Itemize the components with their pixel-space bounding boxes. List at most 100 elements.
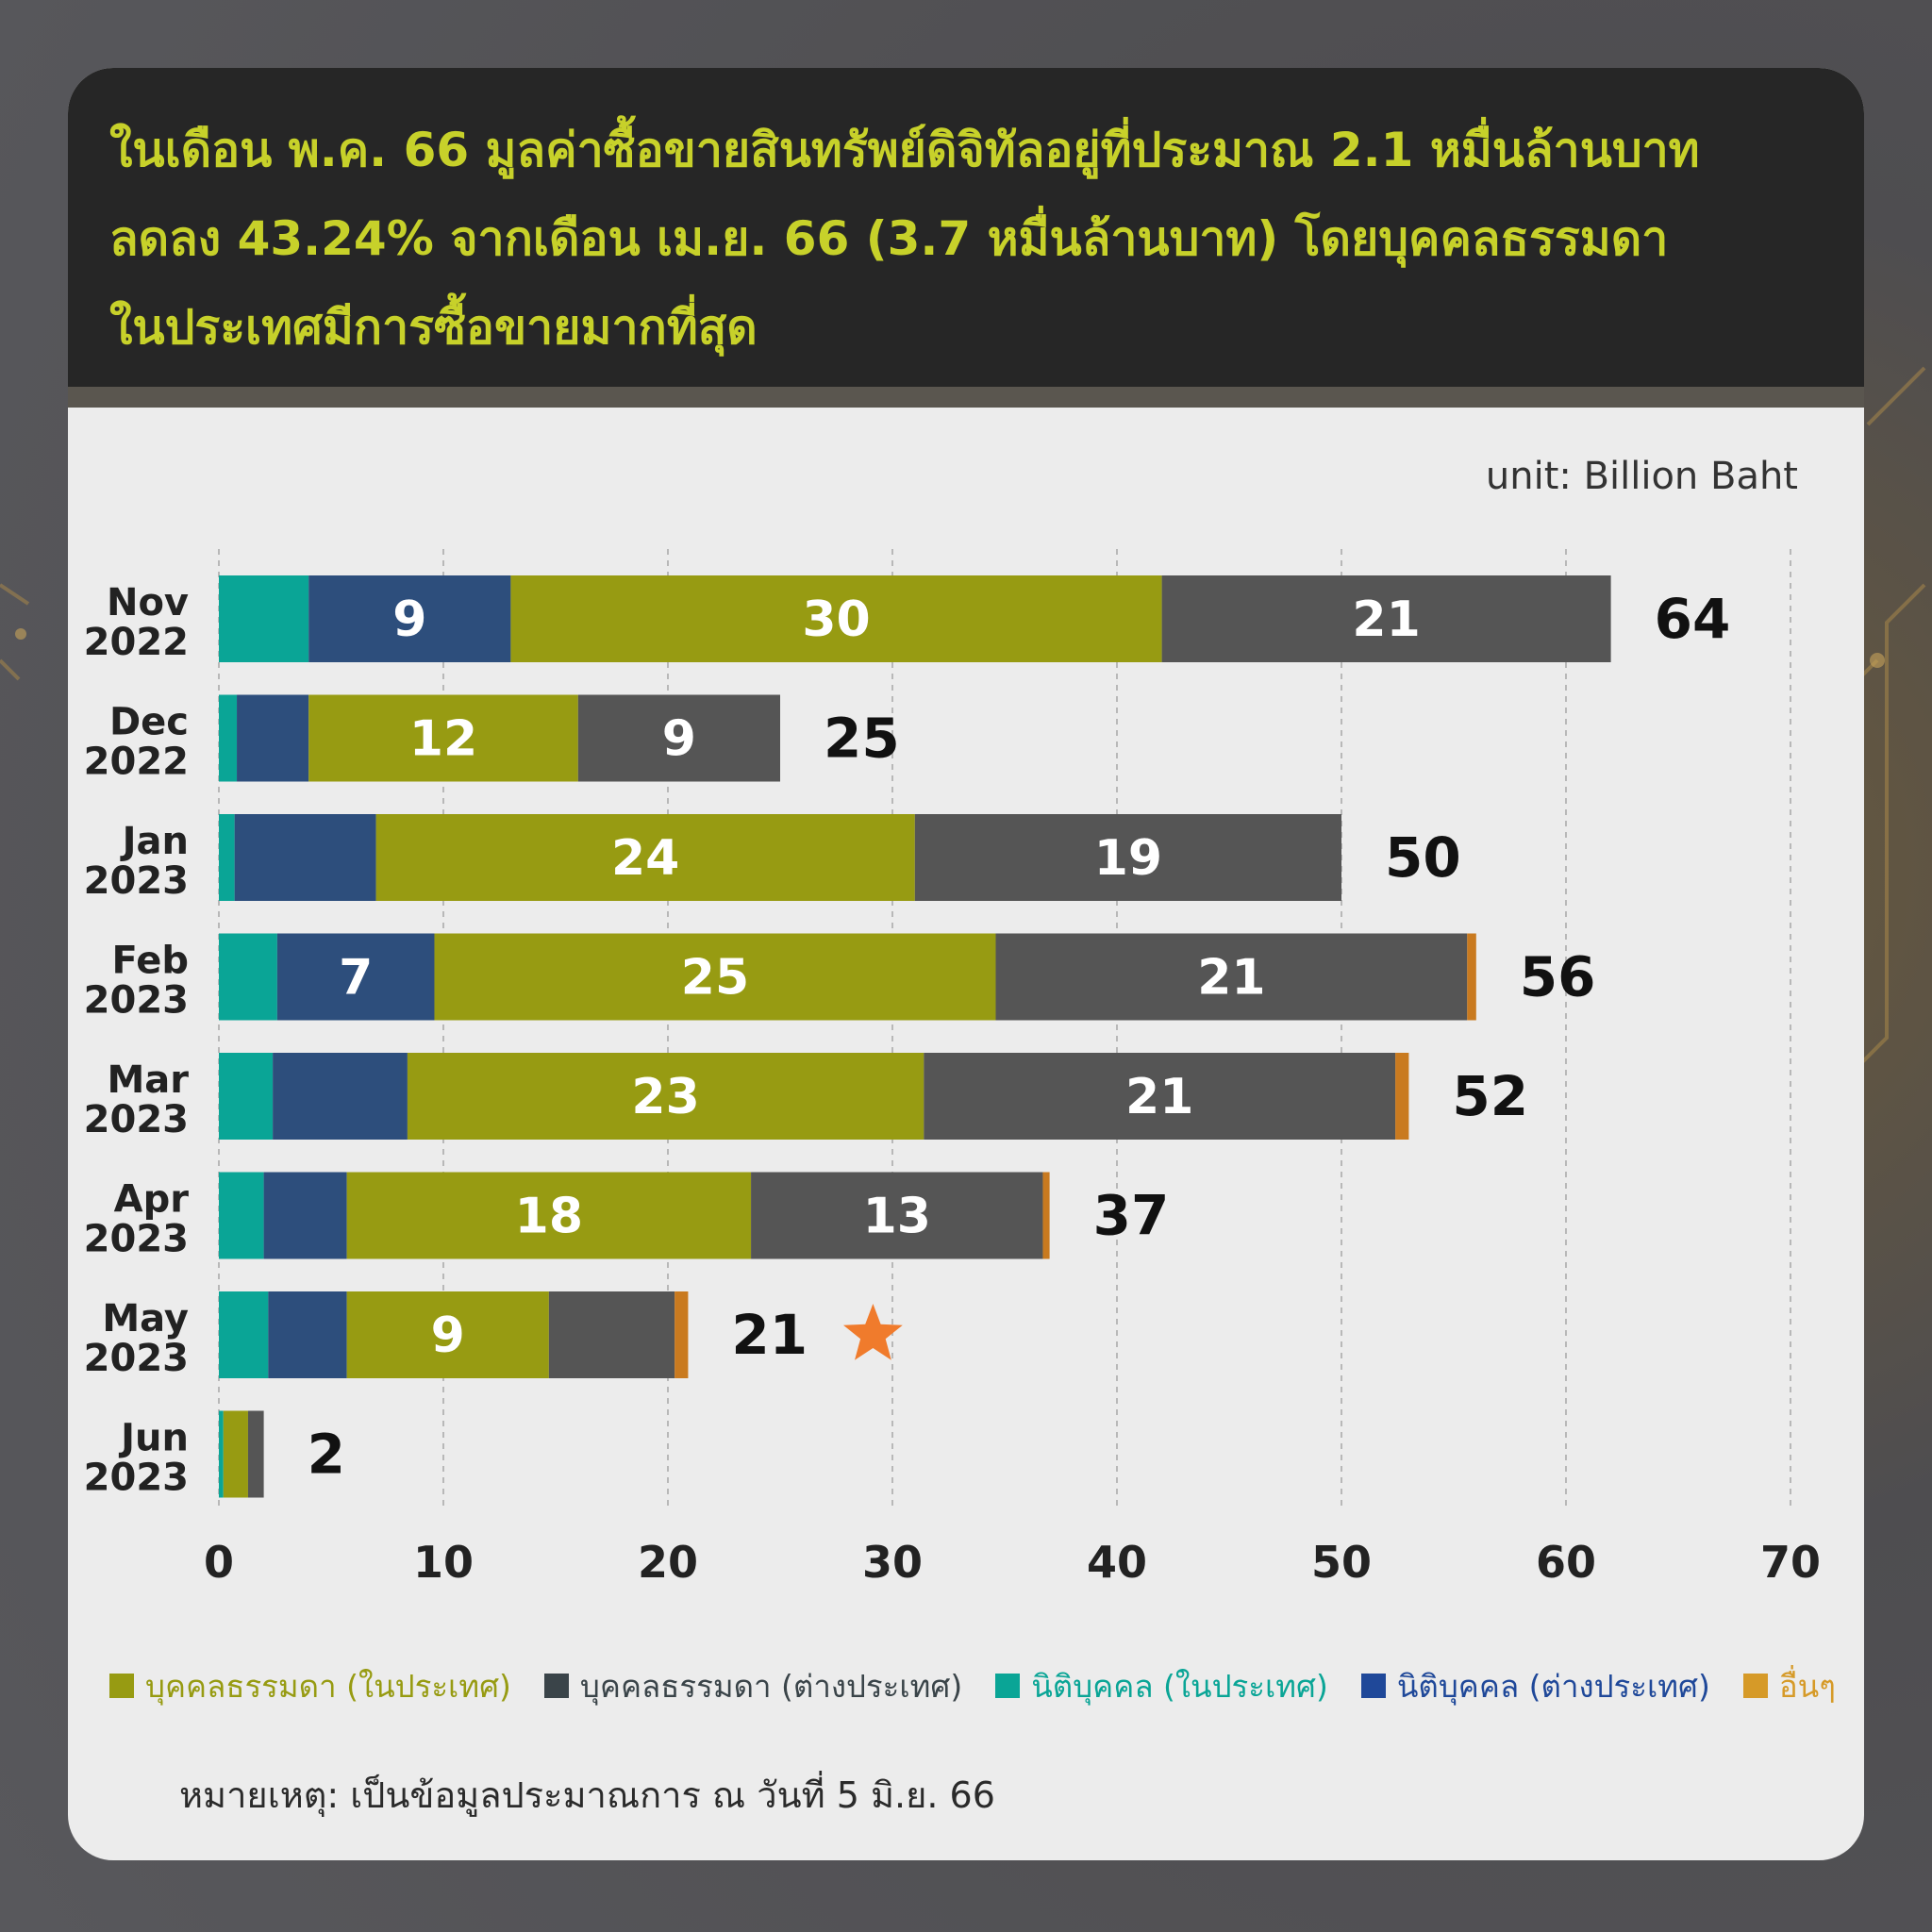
star-icon (843, 1304, 903, 1360)
legend-label: นิติบุคคล (ต่างประเทศ) (1396, 1667, 1710, 1705)
bar-segment-individual_domestic (308, 694, 578, 782)
bar-segment-juristic_foreign (276, 933, 435, 1021)
category-label-year: 2023 (84, 979, 189, 1023)
unit-label: unit: Billion Baht (1485, 455, 1798, 498)
bar-segment-juristic_domestic (219, 1410, 224, 1498)
bar-segment-others (1042, 1172, 1050, 1259)
category-label-month: May (102, 1297, 189, 1341)
total-value-label: 2 (308, 1423, 345, 1487)
x-tick-label: 0 (204, 1537, 234, 1588)
legend-item: บุคคลธรรมดา (ต่างประเทศ) (543, 1661, 963, 1711)
bar-segment-juristic_domestic (219, 694, 238, 782)
bar-segment-individual_foreign (914, 814, 1341, 901)
bar-segment-juristic_foreign (308, 575, 511, 662)
category-label-month: Nov (107, 581, 189, 625)
legend-swatch (109, 1674, 134, 1698)
total-value-label: 25 (824, 707, 900, 771)
bar-segment-juristic_domestic (219, 575, 309, 662)
bar-segment-juristic_domestic (219, 1172, 264, 1259)
segment-value-label: 12 (409, 711, 477, 768)
footnote: หมายเหตุ: เป็นข้อมูลประมาณการ ณ วันที่ 5… (179, 1774, 995, 1816)
bar-segment-juristic_domestic (219, 933, 277, 1021)
legend-item: นิติบุคคล (ต่างประเทศ) (1360, 1661, 1710, 1711)
bar-segment-individual_foreign (1161, 575, 1611, 662)
x-tick-label: 40 (1087, 1537, 1147, 1588)
legend-swatch (543, 1674, 569, 1698)
bar-segment-individual_domestic (510, 575, 1162, 662)
bar-segment-individual_domestic (434, 933, 996, 1021)
segment-value-label: 21 (1352, 591, 1420, 648)
bar-segment-individual_foreign (924, 1053, 1396, 1140)
bar-segment-juristic_foreign (237, 694, 309, 782)
category-label-year: 2023 (84, 1457, 189, 1500)
bar-segment-individual_foreign (995, 933, 1468, 1021)
segment-value-label: 23 (631, 1069, 699, 1125)
total-value-label: 56 (1520, 945, 1596, 1009)
x-tick-label: 70 (1760, 1537, 1821, 1588)
segment-value-label: 9 (392, 591, 426, 648)
category-label-year: 2023 (84, 1098, 189, 1141)
segment-value-label: 19 (1094, 830, 1162, 887)
x-tick-label: 50 (1311, 1537, 1372, 1588)
bar-segment-juristic_domestic (219, 814, 235, 901)
total-value-label: 52 (1452, 1064, 1528, 1128)
bar-segment-individual_foreign (751, 1172, 1043, 1259)
segment-value-label: 9 (662, 711, 696, 768)
category-label-year: 2023 (84, 1337, 189, 1380)
category-label-month: Mar (107, 1058, 189, 1102)
bar-segment-individual_foreign (548, 1291, 675, 1378)
x-tick-label: 10 (413, 1537, 474, 1588)
legend-item: บุคคลธรรมดา (ในประเทศ) (109, 1661, 511, 1711)
bar-segment-others (675, 1291, 689, 1378)
category-label-month: Feb (112, 940, 189, 983)
headline: ในเดือน พ.ค. 66 มูลค่าซื้อขายสินทรัพย์ดิ… (109, 123, 1700, 355)
legend: บุคคลธรรมดา (ในประเทศ) บุคคลธรรมดา (ต่างป… (109, 1662, 1836, 1709)
legend-item: นิติบุคคล (ในประเทศ) (995, 1661, 1328, 1711)
bar-segment-juristic_domestic (219, 1053, 274, 1140)
legend-swatch (1360, 1674, 1386, 1698)
legend-item: อื่นๆ (1742, 1661, 1836, 1711)
total-value-label: 50 (1385, 825, 1461, 890)
x-tick-label: 30 (862, 1537, 923, 1588)
category-label-year: 2023 (84, 859, 189, 903)
bar-segment-individual_domestic (375, 814, 915, 901)
infographic-card: ในเดือน พ.ค. 66 มูลค่าซื้อขายสินทรัพย์ดิ… (68, 68, 1864, 1860)
bar-segment-juristic_foreign (234, 814, 376, 901)
x-tick-label: 20 (638, 1537, 698, 1588)
total-value-label: 64 (1655, 587, 1731, 651)
segment-value-label: 18 (515, 1189, 583, 1245)
segment-value-label: 13 (863, 1189, 931, 1245)
bar-segment-juristic_domestic (219, 1291, 269, 1378)
x-tick-label: 60 (1536, 1537, 1596, 1588)
legend-label: นิติบุคคล (ในประเทศ) (1031, 1667, 1328, 1705)
bar-segment-juristic_foreign (273, 1053, 408, 1140)
header-divider (68, 387, 1864, 408)
header-banner: ในเดือน พ.ค. 66 มูลค่าซื้อขายสินทรัพย์ดิ… (68, 68, 1864, 387)
segment-value-label: 25 (681, 950, 749, 1007)
category-label-year: 2022 (84, 741, 189, 784)
category-label-month: Apr (114, 1178, 190, 1222)
legend-swatch (995, 1674, 1021, 1698)
segment-value-label: 9 (431, 1307, 465, 1364)
bar-segment-juristic_foreign (263, 1172, 347, 1259)
bar-segment-individual_domestic (407, 1053, 924, 1140)
total-value-label: 21 (731, 1303, 808, 1367)
bar-segment-juristic_foreign (268, 1291, 347, 1378)
category-label-year: 2023 (84, 1218, 189, 1261)
bar-segment-others (1395, 1053, 1409, 1140)
legend-label: บุคคลธรรมดา (ต่างประเทศ) (579, 1667, 963, 1705)
bar-segment-individual_domestic (346, 1172, 752, 1259)
bar-segment-others (1467, 933, 1476, 1021)
legend-label: บุคคลธรรมดา (ในประเทศ) (145, 1667, 511, 1705)
category-label-month: Jun (118, 1417, 189, 1460)
segment-value-label: 30 (802, 591, 870, 648)
segment-value-label: 7 (339, 950, 373, 1007)
segment-value-label: 21 (1197, 950, 1265, 1007)
bar-segment-individual_domestic (223, 1410, 248, 1498)
segment-value-label: 21 (1125, 1069, 1193, 1125)
category-label-year: 2022 (84, 621, 189, 664)
bar-segment-individual_domestic (346, 1291, 549, 1378)
segment-value-label: 24 (611, 830, 679, 887)
bar-segment-individual_foreign (577, 694, 780, 782)
